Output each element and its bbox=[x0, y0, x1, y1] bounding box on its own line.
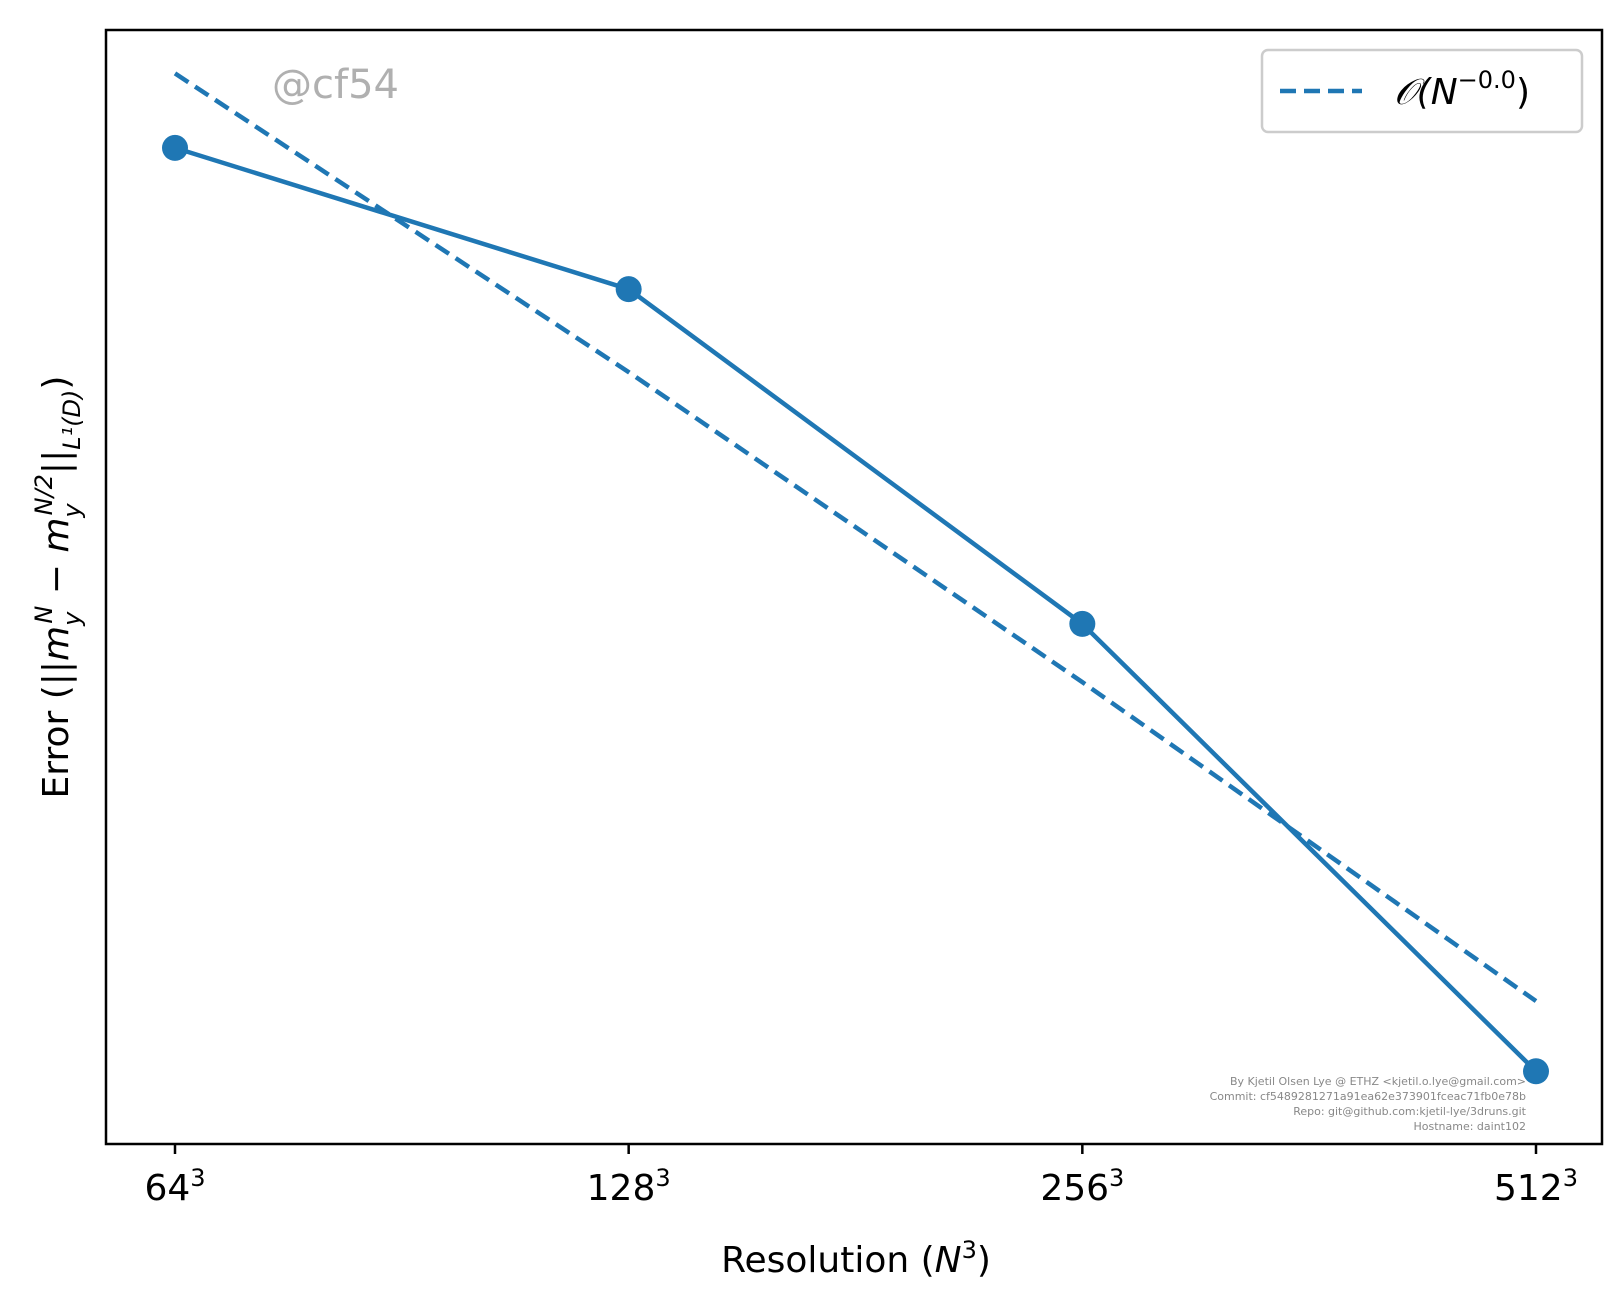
credit-line-3: Repo: git@github.com:kjetil-lye/3druns.g… bbox=[1293, 1105, 1526, 1118]
x-tick-label: 2563 bbox=[1040, 1164, 1124, 1209]
y-label-minus: − bbox=[36, 553, 77, 606]
credits: By Kjetil Olsen Lye @ ETHZ <kjetil.o.lye… bbox=[1210, 1075, 1527, 1133]
x-tick-label: 5123 bbox=[1494, 1164, 1578, 1209]
y-label-norm-sub: L¹(D) bbox=[58, 390, 86, 450]
x-axis-label-sup: 3 bbox=[962, 1236, 977, 1264]
x-axis-label: Resolution (N3) bbox=[721, 1236, 991, 1281]
x-axis-label-var: N bbox=[935, 1240, 962, 1281]
watermark: @cf54 bbox=[272, 62, 399, 108]
y-axis-label: Error (||myN − myN/2||L¹(D)) bbox=[30, 376, 86, 799]
svg-text:Error (||myN − myN/2||L¹(D)): Error (||myN − myN/2||L¹(D)) bbox=[30, 376, 86, 799]
credit-line-1: By Kjetil Olsen Lye @ ETHZ <kjetil.o.lye… bbox=[1230, 1075, 1526, 1088]
y-label-m2: m bbox=[36, 518, 77, 553]
data-point bbox=[615, 276, 642, 303]
error-series bbox=[162, 134, 1549, 1085]
y-label-norm: || bbox=[36, 450, 77, 474]
x-tick-label: 1283 bbox=[587, 1164, 671, 1209]
legend-label-main: 𝒪(N bbox=[1394, 72, 1458, 113]
error-line bbox=[174, 145, 1538, 1073]
data-point bbox=[1523, 1058, 1549, 1085]
legend-box bbox=[1260, 48, 1584, 134]
x-axis-ticks: 643 1283 2563 5123 bbox=[144, 1144, 1578, 1209]
legend-label: 𝒪(N−0.0) bbox=[1394, 66, 1530, 113]
x-axis-label-text: Resolution ( bbox=[721, 1240, 935, 1281]
y-label-error: Error (|| bbox=[36, 661, 77, 799]
y-label-sup1: N bbox=[30, 606, 58, 624]
x-tick-label: 643 bbox=[144, 1164, 205, 1209]
credit-line-2: Commit: cf5489281271a91ea62e373901fceac7… bbox=[1210, 1090, 1526, 1103]
y-label-m1: m bbox=[36, 626, 77, 661]
data-point bbox=[162, 134, 188, 161]
legend-label-sup: −0.0 bbox=[1458, 66, 1516, 94]
y-label-sub2: y bbox=[58, 503, 86, 519]
fit-series bbox=[173, 71, 1538, 1003]
legend: 𝒪(N−0.0) bbox=[1260, 48, 1584, 134]
data-point bbox=[1069, 610, 1096, 637]
plot-frame bbox=[104, 28, 1604, 1146]
fit-line bbox=[173, 71, 1538, 1003]
legend-label-close: ) bbox=[1516, 72, 1530, 113]
y-label-sub1: y bbox=[58, 611, 86, 627]
y-label-close: ) bbox=[36, 376, 77, 390]
credit-line-4: Hostname: daint102 bbox=[1413, 1120, 1526, 1133]
x-axis-label-close: ) bbox=[977, 1240, 991, 1281]
y-label-sup2: N/2 bbox=[30, 474, 58, 515]
